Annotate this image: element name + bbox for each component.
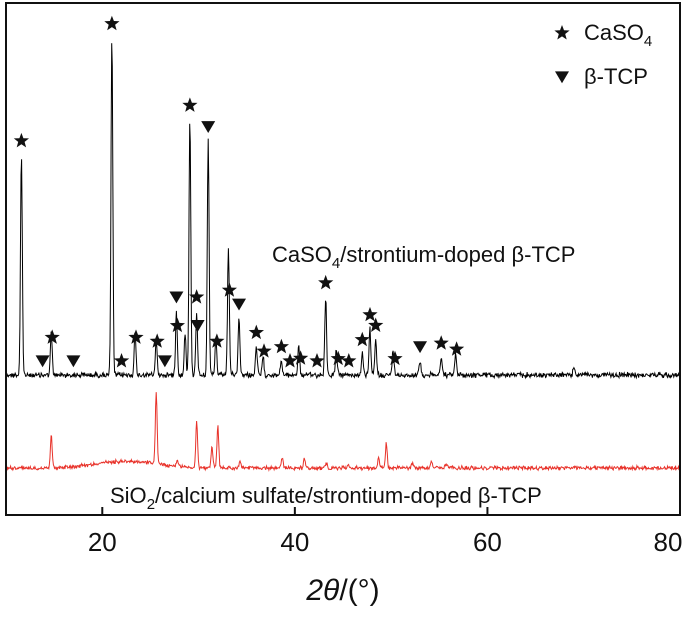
- xrd-trace-red: [5, 392, 681, 472]
- caso4-star-marker: [368, 317, 384, 332]
- legend-star-marker: [554, 25, 570, 40]
- caso4-star-marker: [330, 350, 346, 366]
- caso4-star-marker: [387, 350, 403, 366]
- x-axis-title: 2θ/(°): [305, 574, 379, 607]
- series-label-black: CaSO4/strontium-doped β-TCP: [272, 242, 575, 272]
- x-tick-label: 80: [654, 527, 683, 557]
- btcp-triangle-marker: [413, 341, 428, 354]
- caso4-star-marker: [362, 306, 378, 322]
- peak-markers: [13, 15, 465, 368]
- btcp-triangle-marker: [201, 121, 216, 133]
- legend-triangle-marker: [555, 71, 569, 84]
- caso4-star-marker: [248, 324, 264, 340]
- caso4-star-marker: [113, 353, 130, 368]
- caso4-star-marker: [354, 331, 370, 347]
- series-group: [5, 43, 681, 472]
- caso4-star-marker: [433, 335, 449, 350]
- caso4-star-marker: [282, 353, 298, 368]
- btcp-triangle-marker: [169, 291, 184, 304]
- x-tick-label: 20: [88, 527, 117, 557]
- triangle-down-icon: [555, 71, 569, 84]
- x-axis-ticks: 20 40 60 80: [88, 507, 683, 557]
- x-tick-label: 60: [473, 527, 502, 557]
- caso4-star-marker: [104, 15, 120, 31]
- star-icon: [554, 25, 570, 40]
- caso4-star-marker: [449, 341, 465, 356]
- caso4-star-marker: [209, 333, 225, 348]
- caso4-star-marker: [13, 132, 29, 148]
- caso4-star-marker: [256, 343, 272, 358]
- caso4-star-marker: [309, 353, 325, 368]
- caso4-star-marker: [182, 97, 198, 112]
- plot-frame: [5, 2, 681, 516]
- caso4-star-marker: [341, 353, 357, 368]
- legend: CaSO4 β-TCP: [554, 20, 652, 89]
- btcp-triangle-marker: [66, 355, 81, 368]
- caso4-star-marker: [273, 338, 289, 354]
- x-tick-label: 40: [280, 527, 309, 557]
- caso4-star-marker: [318, 274, 334, 290]
- legend-label-btcp: β-TCP: [584, 64, 648, 89]
- caso4-star-marker: [44, 329, 60, 344]
- xrd-trace-black: [5, 43, 680, 380]
- btcp-triangle-marker: [157, 355, 172, 368]
- btcp-triangle-marker: [190, 320, 205, 332]
- btcp-triangle-marker: [232, 298, 247, 311]
- caso4-star-marker: [169, 317, 185, 333]
- caso4-star-marker: [189, 289, 205, 304]
- btcp-triangle-marker: [35, 355, 50, 368]
- caso4-star-marker: [128, 329, 144, 344]
- caso4-star-marker: [221, 282, 237, 297]
- caso4-star-marker: [293, 350, 309, 365]
- legend-label-caso4: CaSO4: [584, 20, 652, 50]
- caso4-star-marker: [149, 333, 165, 348]
- series-label-red: SiO2/calcium sulfate/strontium-doped β-T…: [110, 483, 542, 513]
